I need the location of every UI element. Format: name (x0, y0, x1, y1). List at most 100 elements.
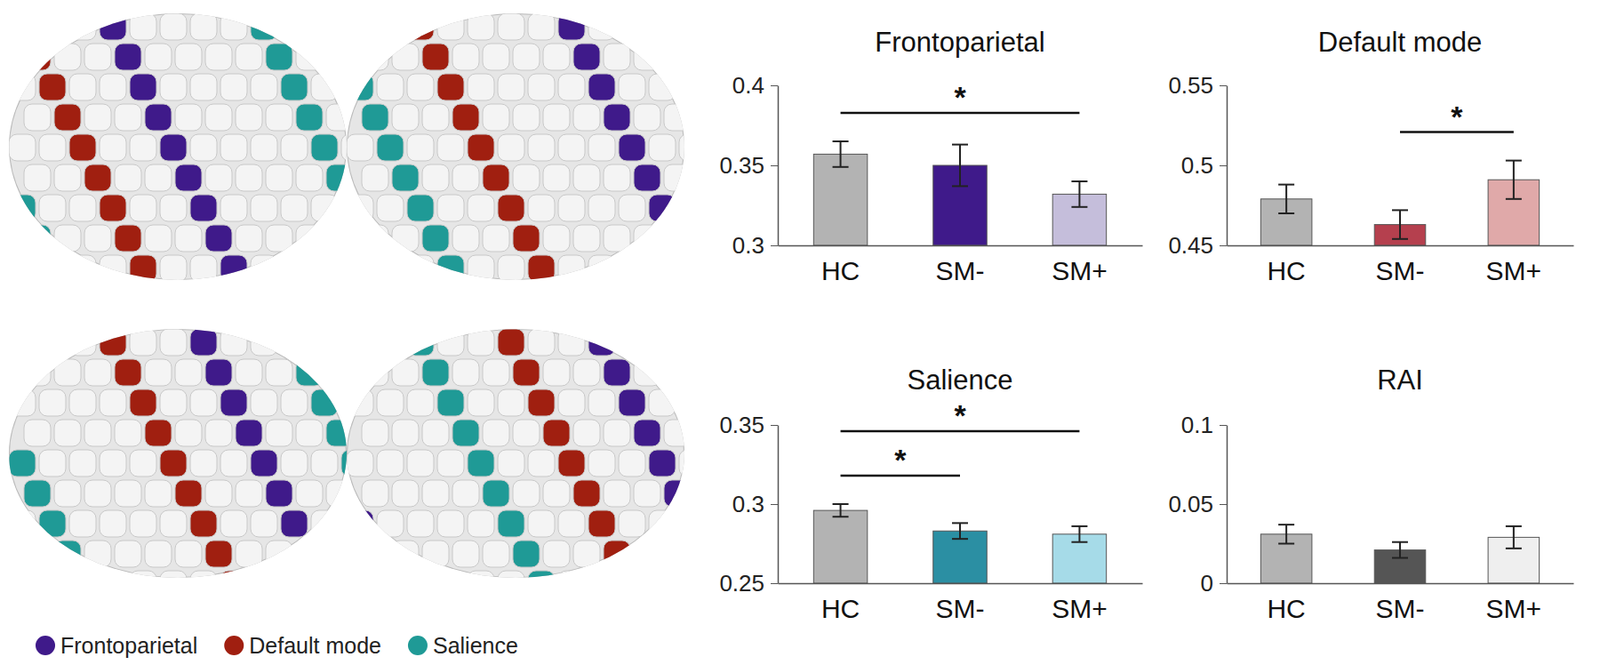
error-cap (1278, 184, 1295, 186)
brain-parcel (588, 510, 616, 537)
brain-parcel (175, 104, 202, 131)
brain-parcel (497, 73, 525, 101)
brain-parcel (588, 255, 616, 282)
brain-parcel (573, 104, 600, 131)
error-cap (1392, 541, 1408, 544)
error-cap (952, 184, 968, 187)
significance-label: * (894, 442, 907, 477)
brain-parcel (497, 510, 525, 537)
brain-legend: FrontoparietalDefault modeSalience (35, 632, 519, 658)
error-cap (1505, 160, 1522, 162)
brain-parcel (220, 510, 248, 537)
brain-parcel (114, 104, 142, 131)
brain-parcel (8, 255, 36, 282)
brain-parcel (311, 570, 338, 598)
brain-parcel (144, 480, 172, 507)
brain-parcel (250, 510, 278, 537)
brain-parcel (497, 194, 525, 222)
error-cap (952, 537, 968, 540)
brain-parcel (326, 224, 353, 252)
brain-parcel (250, 73, 278, 101)
brain-parcel (265, 43, 293, 71)
error-cap (832, 140, 849, 143)
brain-parcel (422, 419, 449, 447)
brain-parcel (311, 194, 338, 222)
brain-parcel (190, 255, 217, 282)
error-cap (1071, 541, 1088, 544)
error-cap (1071, 180, 1088, 183)
brain-parcel (467, 389, 495, 416)
brain-parcel (250, 13, 278, 40)
error-bar (1392, 209, 1408, 239)
brain-parcel (280, 449, 308, 477)
brain-parcel (205, 164, 232, 192)
brain-parcel (129, 194, 157, 222)
brain-parcel (114, 224, 142, 252)
brain-parcel (437, 449, 464, 477)
plot-area (813, 504, 1106, 584)
brain-parcel (497, 449, 525, 477)
x-tick: HC (1266, 583, 1305, 624)
brain-parcel (407, 449, 434, 477)
plot-area (1260, 524, 1539, 584)
brain-parcel (603, 224, 631, 252)
brain-parcel (376, 570, 404, 598)
x-tick-label: SM+ (1486, 256, 1543, 286)
brain-parcel (54, 224, 81, 252)
chart-title: Default mode (1318, 26, 1482, 58)
brain-parcel (664, 359, 691, 386)
x-axis: HCSM-SM+ (1227, 583, 1575, 624)
brain-parcel (603, 164, 631, 192)
x-axis: HCSM-SM+ (778, 245, 1144, 286)
brain-parcel (679, 328, 706, 356)
significance: * (840, 398, 1080, 432)
brain-parcel (392, 540, 419, 568)
brain-parcel (84, 224, 112, 252)
brain-parcel (205, 419, 232, 447)
brain-parcel (618, 449, 646, 477)
brain-parcel (346, 134, 374, 161)
significance: * (840, 442, 960, 477)
brain-parcel (205, 224, 232, 252)
brain-parcel (618, 134, 646, 161)
brain-parcel (376, 194, 404, 222)
x-tick: HC (821, 583, 860, 624)
brain-parcel (361, 359, 389, 386)
brain-parcel (175, 224, 202, 252)
brain-parcel (280, 134, 308, 161)
x-tick: SM- (1376, 583, 1425, 624)
significance: * (840, 80, 1080, 114)
brain-parcel (326, 480, 353, 507)
error-bar (952, 144, 968, 187)
brain-parcel (250, 134, 278, 161)
brain-parcel (326, 164, 353, 192)
brain-parcel (603, 540, 631, 568)
brain-rendering (346, 13, 706, 282)
brain-parcel (482, 43, 510, 71)
brain-parcel (437, 73, 464, 101)
brain-parcel (528, 13, 555, 40)
brain-parcel (235, 104, 263, 131)
brain-parcel (175, 43, 202, 71)
brain-parcel (588, 449, 616, 477)
brain-parcel (633, 104, 661, 131)
brain-parcel (220, 570, 248, 598)
brain-parcel (482, 224, 510, 252)
brain-parcel (558, 510, 585, 537)
brain-parcel (280, 328, 308, 356)
brain-parcel (175, 480, 202, 507)
brain-parcel (528, 328, 555, 356)
brain-parcel (376, 134, 404, 161)
brain-parcel (346, 13, 374, 40)
brain-parcel (497, 13, 525, 40)
error-cap (1278, 543, 1295, 545)
brain-parcel (512, 104, 540, 131)
brain-parcel (190, 570, 217, 598)
y-tick-label: 0.35 (719, 411, 765, 439)
brain-parcel (407, 328, 434, 356)
error-bar (1392, 542, 1408, 559)
bar-chart: 00.050.1HCSM-SM+ (1168, 411, 1574, 624)
brain-parcel (160, 13, 187, 40)
y-tick-mark (1219, 85, 1227, 87)
brain-parcel (190, 13, 217, 40)
